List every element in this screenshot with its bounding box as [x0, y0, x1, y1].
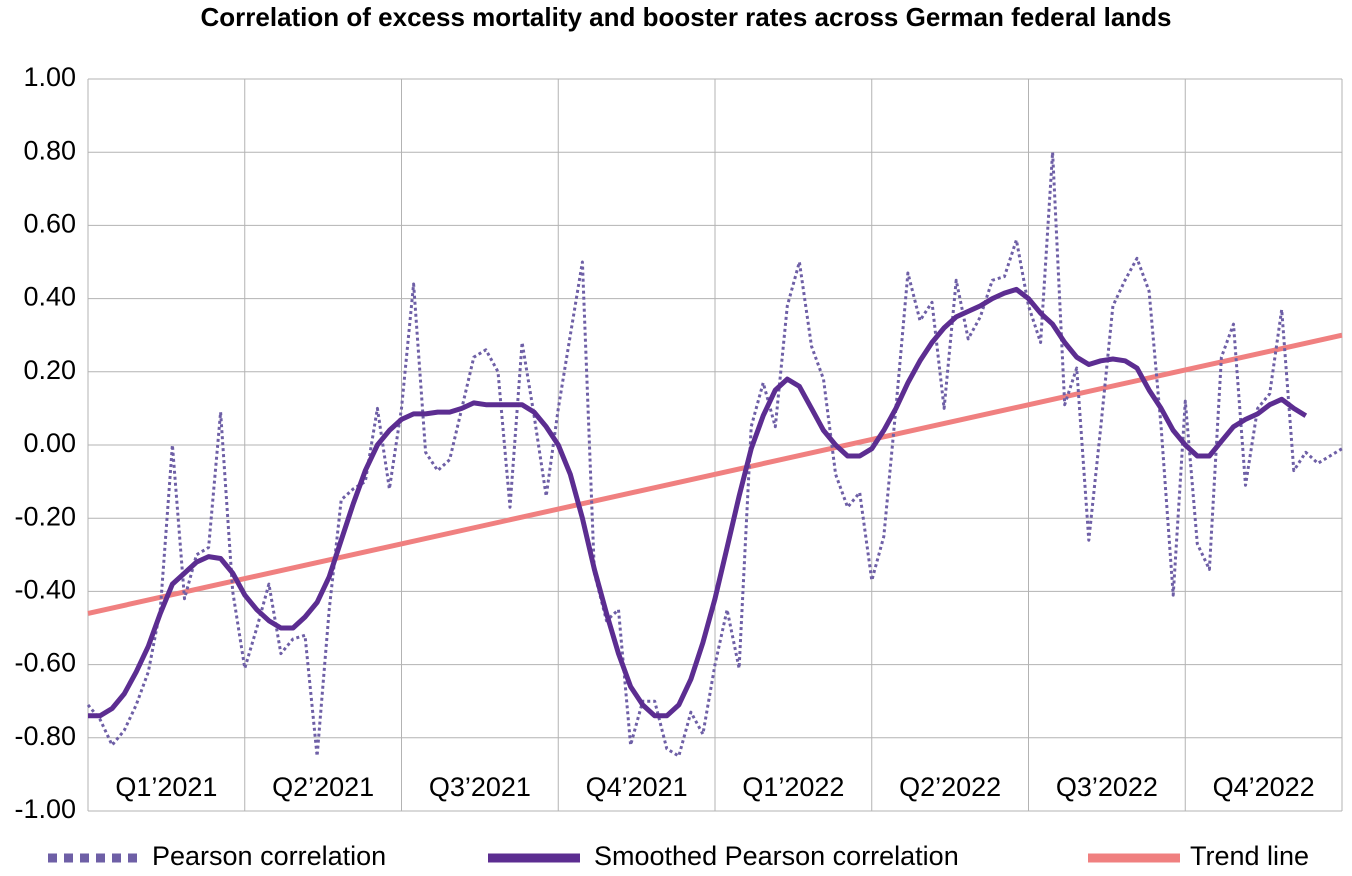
x-tick-label: Q4’2022: [1213, 772, 1315, 802]
y-tick-label: -0.60: [14, 648, 76, 678]
y-tick-label: -0.80: [14, 721, 76, 751]
series-line: [86, 150, 1343, 758]
x-tick-label: Q2’2021: [272, 772, 374, 802]
x-tick-label: Q4’2021: [586, 772, 688, 802]
legend-item: Smoothed Pearson correlation: [488, 841, 959, 871]
x-tick-label: Q1’2022: [742, 772, 844, 802]
legend-label: Trend line: [1190, 841, 1309, 871]
series-line: [87, 332, 1343, 616]
y-tick-label: 0.60: [23, 209, 76, 239]
legend-item: Pearson correlation: [48, 841, 386, 871]
y-tick-label: -0.40: [14, 575, 76, 605]
legend-item: Trend line: [1088, 841, 1309, 871]
x-tick-label: Q2’2022: [899, 772, 1001, 802]
y-tick-label: 1.00: [23, 62, 76, 92]
legend-label: Pearson correlation: [152, 841, 386, 871]
y-tick-label: -0.20: [14, 501, 76, 531]
y-tick-label: 0.80: [23, 135, 76, 165]
y-tick-label: 0.00: [23, 428, 76, 458]
chart-title: Correlation of excess mortality and boos…: [200, 2, 1171, 32]
x-tick-label: Q3’2022: [1056, 772, 1158, 802]
series-line: [88, 286, 1308, 719]
y-tick-label: -1.00: [14, 794, 76, 824]
y-tick-label: 0.40: [23, 282, 76, 312]
y-tick-label: 0.20: [23, 355, 76, 385]
legend-label: Smoothed Pearson correlation: [594, 841, 959, 871]
x-tick-label: Q3’2021: [429, 772, 531, 802]
x-tick-label: Q1’2021: [115, 772, 217, 802]
